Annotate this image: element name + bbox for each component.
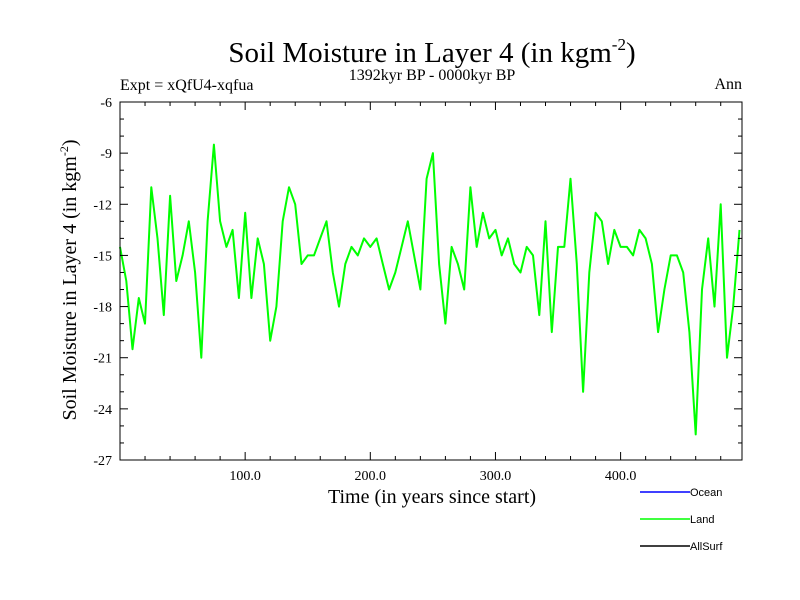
legend-label-land: Land: [690, 514, 714, 526]
y-tick-label: -12: [93, 198, 112, 213]
plot-frame: [119, 101, 743, 461]
x-axis-label: Time (in years since start): [328, 486, 536, 508]
y-tick-label: -21: [93, 352, 112, 367]
x-tick-label: 400.0: [605, 469, 637, 484]
experiment-label: Expt = xQfU4-xqfua: [120, 77, 253, 94]
y-tick-label: -18: [93, 301, 112, 316]
x-tick-label: 300.0: [480, 469, 512, 484]
season-label: Ann: [714, 76, 742, 93]
chart-title: Soil Moisture in Layer 4 (in kgm-2): [228, 35, 635, 69]
legend: Ocean Land AllSurf: [640, 487, 723, 553]
legend-label-allsurf: AllSurf: [690, 541, 723, 553]
y-tick-label: -9: [100, 147, 112, 162]
x-tick-label: 100.0: [229, 469, 261, 484]
y-tick-label: -6: [100, 96, 112, 111]
y-tick-label: -27: [93, 454, 112, 469]
x-tick-label: 200.0: [355, 469, 387, 484]
period-label: 1392kyr BP - 0000kyr BP: [349, 67, 516, 84]
x-axis: 100.0 200.0 300.0 400.0: [144, 102, 722, 484]
y-axis-label: Soil Moisture in Layer 4 (in kgm-2): [57, 139, 81, 420]
legend-label-ocean: Ocean: [690, 487, 722, 499]
y-axis: -6 -9 -12 -15 -18 -21 -24 -27: [93, 96, 742, 469]
series-line-land: [119, 143, 741, 436]
plot-area: [119, 143, 741, 436]
y-tick-label: -15: [93, 249, 112, 264]
y-tick-label: -24: [93, 403, 112, 418]
